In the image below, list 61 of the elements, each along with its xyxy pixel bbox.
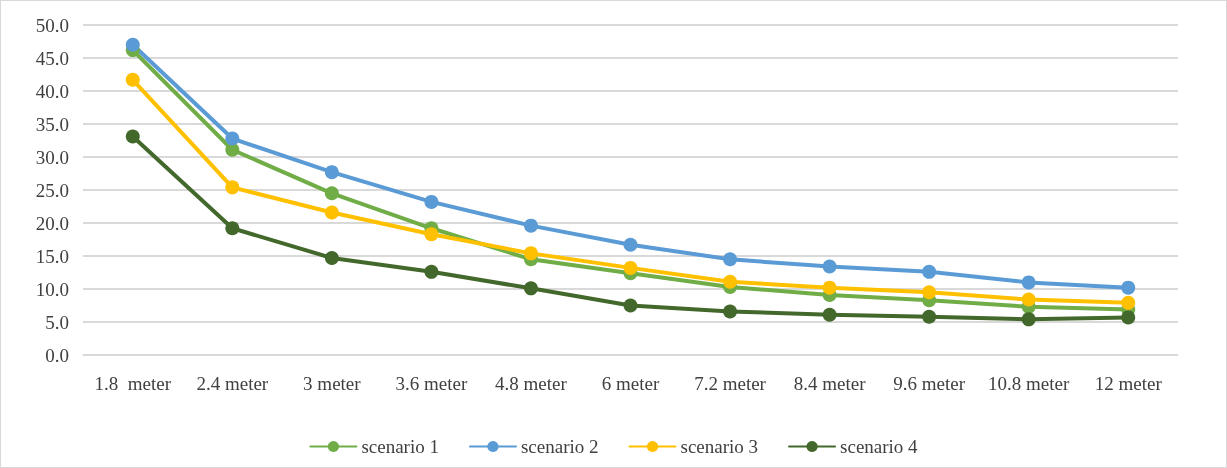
- y-tick-label: 15.0: [35, 245, 69, 267]
- point: [723, 304, 738, 319]
- x-tick-label: 4.8 meter: [495, 372, 568, 394]
- point: [623, 260, 638, 275]
- y-tick-label: 10.0: [35, 278, 69, 300]
- x-tick-label: 2.4 meter: [196, 372, 269, 394]
- point: [922, 309, 937, 324]
- y-tick-label: 5.0: [45, 311, 69, 333]
- point: [1021, 275, 1036, 290]
- x-tick-label: 8.4 meter: [793, 372, 867, 394]
- point: [822, 307, 837, 322]
- x-tick-label: 12 meter: [1094, 372, 1163, 394]
- point: [723, 274, 738, 289]
- point: [424, 227, 439, 242]
- point: [424, 264, 439, 279]
- point: [125, 37, 140, 52]
- point: [324, 250, 339, 265]
- point: [225, 180, 240, 195]
- legend-label: scenario 3: [680, 436, 759, 457]
- y-tick-label: 45.0: [35, 47, 69, 69]
- x-tick-label: 3 meter: [303, 372, 362, 394]
- point: [822, 259, 837, 274]
- point: [1121, 310, 1136, 325]
- point: [1121, 295, 1136, 310]
- point: [922, 264, 937, 279]
- y-tick-label: 30.0: [35, 146, 69, 168]
- y-tick-label: 50.0: [35, 14, 69, 36]
- point: [523, 218, 538, 233]
- point: [523, 246, 538, 261]
- y-tick-label: 25.0: [35, 179, 69, 201]
- legend-label: scenario 1: [361, 436, 439, 457]
- point: [424, 194, 439, 209]
- point: [1021, 312, 1036, 327]
- x-tick-label: 6 meter: [601, 372, 660, 394]
- point: [324, 165, 339, 180]
- legend-label: scenario 2: [520, 436, 599, 457]
- point: [225, 131, 240, 146]
- y-tick-label: 20.0: [35, 212, 69, 234]
- point: [1121, 280, 1136, 295]
- point: [324, 186, 339, 201]
- x-tick-label: 1.8 meter: [94, 372, 172, 394]
- point: [922, 285, 937, 300]
- y-tick-label: 35.0: [35, 113, 69, 135]
- point: [225, 221, 240, 236]
- x-tick-label: 7.2 meter: [694, 372, 767, 394]
- point: [723, 252, 738, 267]
- point: [623, 298, 638, 313]
- point: [225, 142, 240, 157]
- x-tick-label: 3.6 meter: [395, 372, 468, 394]
- point: [125, 129, 140, 144]
- point: [822, 280, 837, 295]
- x-tick-label: 10.8 meter: [988, 372, 1070, 394]
- x-tick-label: 9.6 meter: [893, 372, 966, 394]
- point: [1021, 292, 1036, 307]
- point: [623, 237, 638, 252]
- legend-label: scenario 4: [840, 436, 919, 457]
- y-tick-label: 0.0: [45, 344, 69, 366]
- point: [324, 205, 339, 220]
- y-tick-label: 40.0: [35, 80, 69, 102]
- point: [523, 281, 538, 296]
- point: [125, 72, 140, 87]
